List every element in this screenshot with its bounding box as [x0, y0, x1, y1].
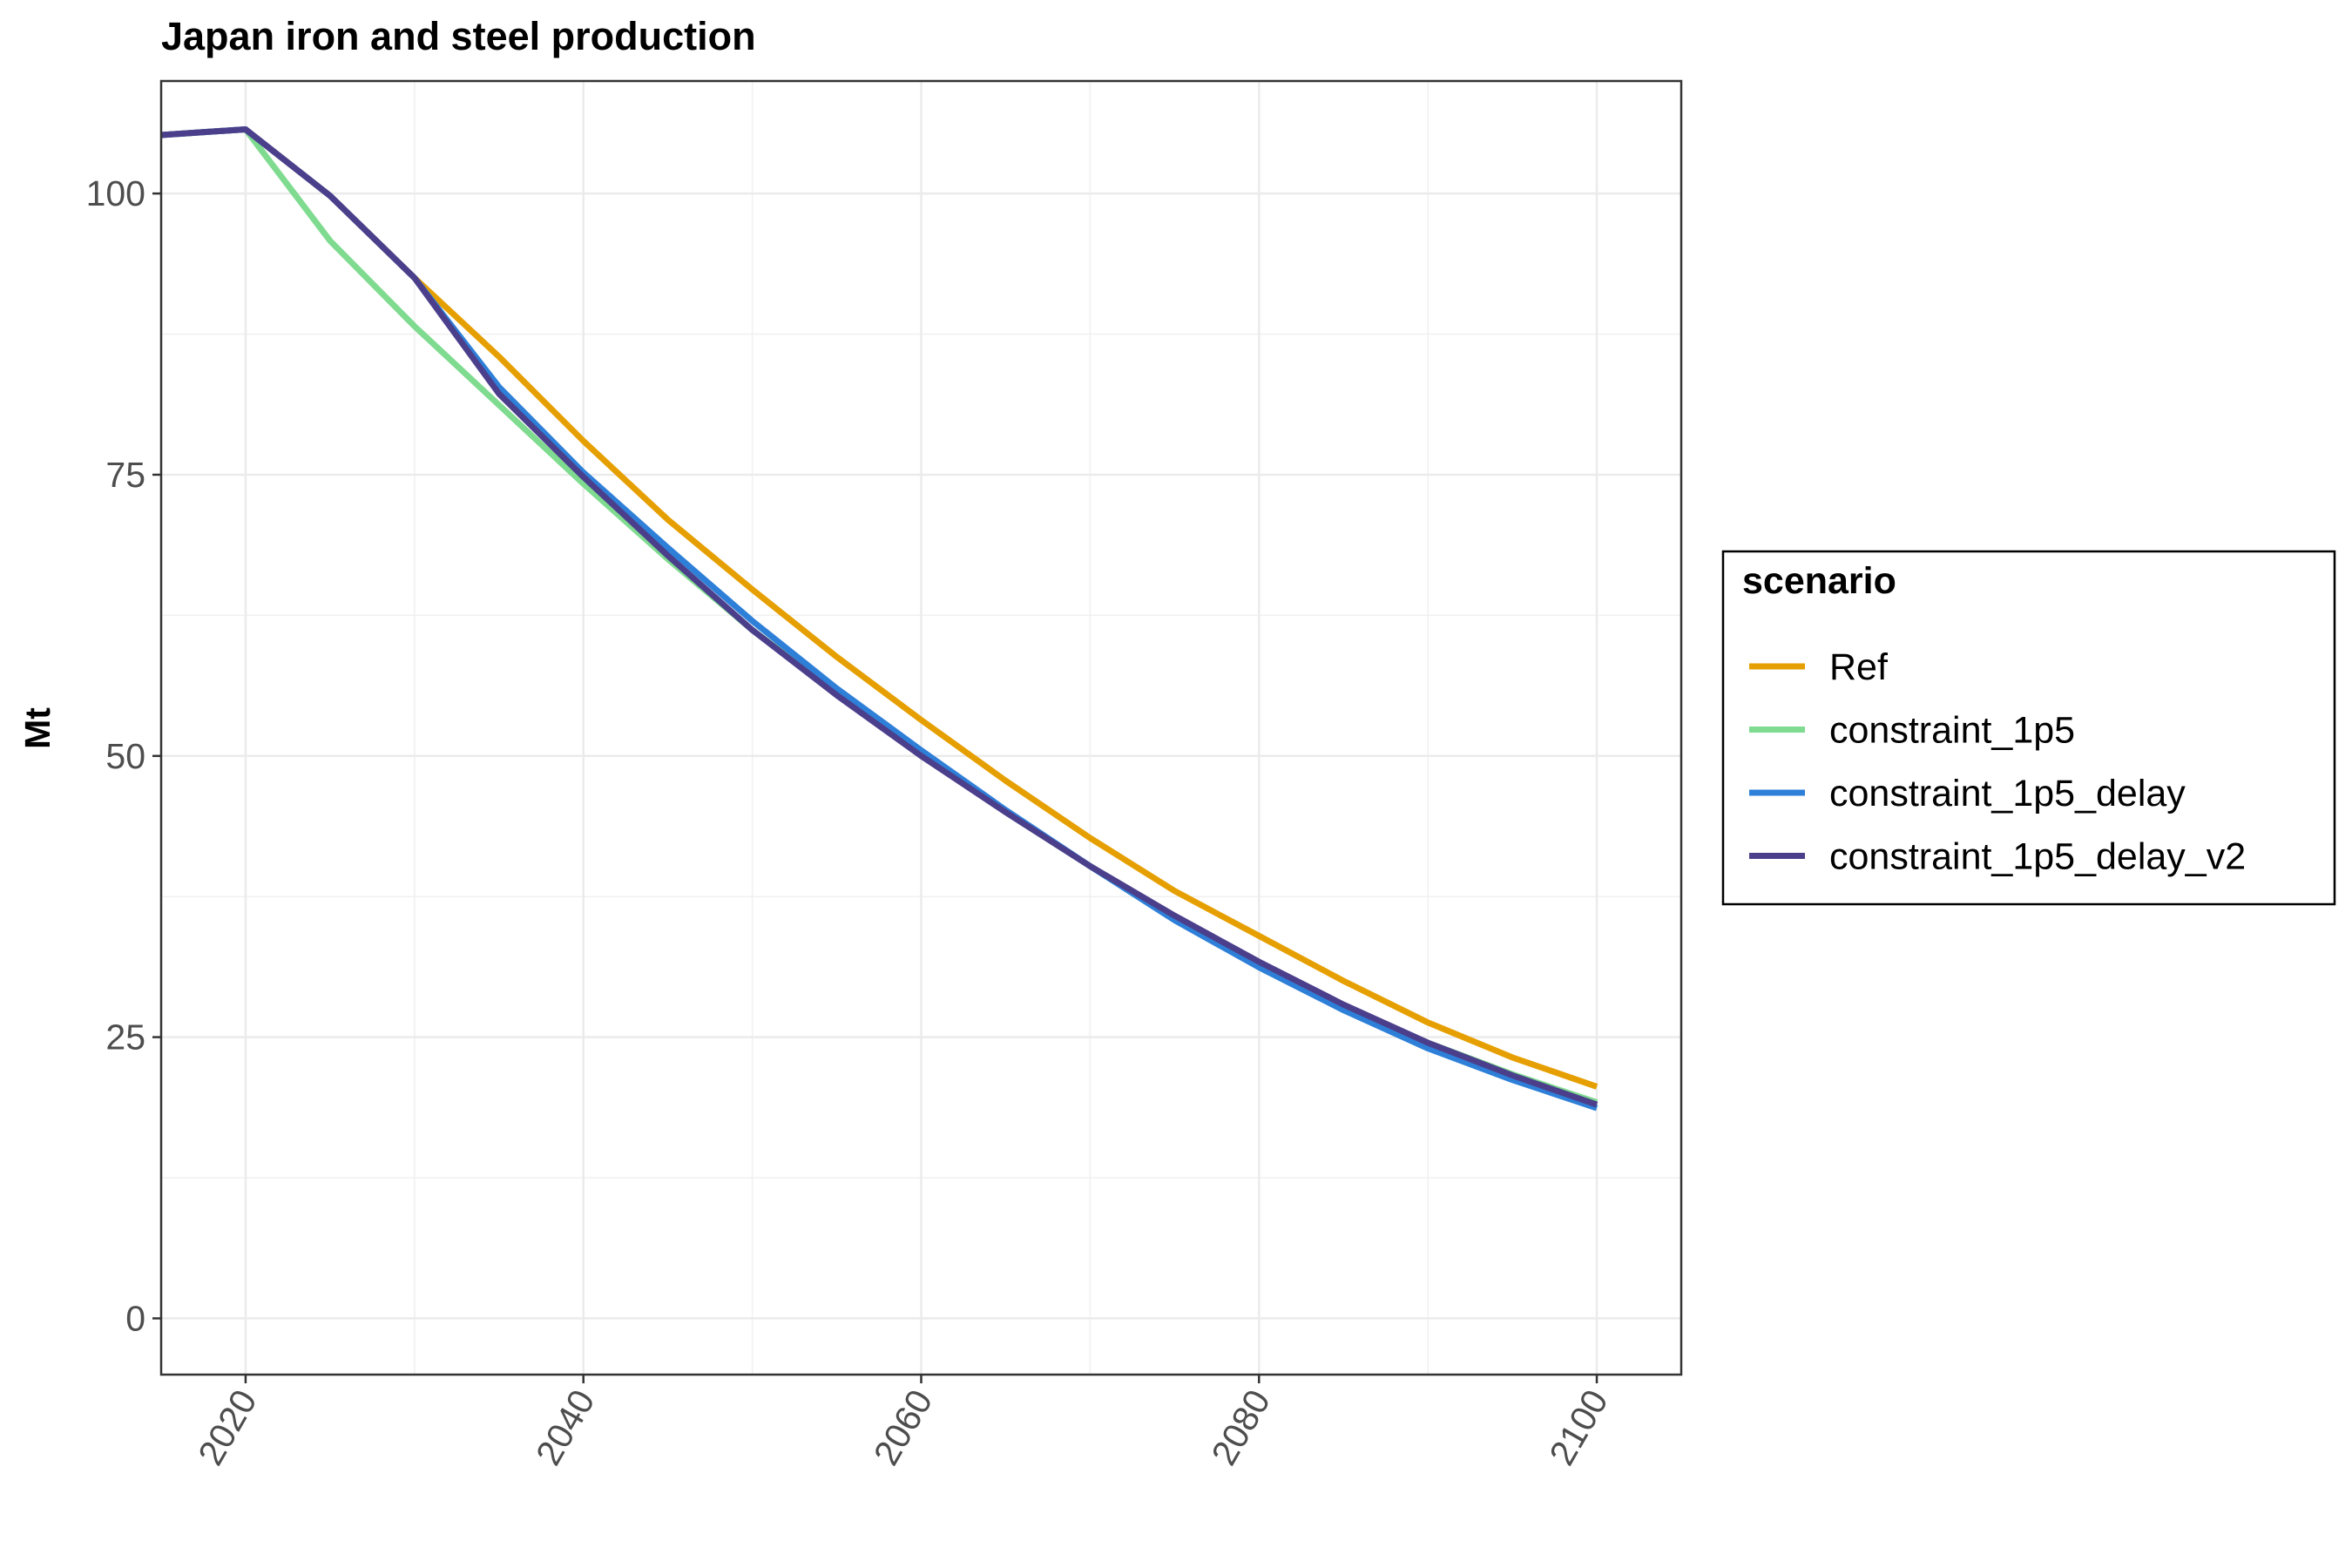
legend-items: Ref constraint_1p5 constraint_1p5_delaycon…: [1749, 646, 2246, 878]
series-line-constraint-1p5-delay-v2: [160, 126, 1598, 1108]
y-tick-label: 25: [105, 1017, 145, 1058]
legend-title: scenario: [1742, 560, 1896, 602]
y-tick-label: 0: [125, 1298, 145, 1338]
legend: scenario Ref constraint_1p5 constraint_1p5…: [1721, 550, 2336, 906]
legend-label: constraint_1p5_delay_v2: [1829, 836, 2246, 878]
plot-panel: [159, 79, 1683, 1376]
legend-label: constraint_1p5: [1829, 710, 2075, 752]
series-lines: [160, 126, 1598, 1112]
y-tick-label: 50: [105, 736, 145, 776]
y-axis: 0 25 50 75 100: [86, 173, 161, 1338]
chart-title: Japan iron and steel production: [161, 14, 756, 58]
y-tick-label: 75: [105, 455, 145, 495]
y-tick-label: 100: [86, 173, 145, 213]
legend-label: constraint_1p5_delay: [1829, 773, 2186, 814]
legend-label: Ref: [1829, 646, 1889, 688]
y-axis-title: Mt: [17, 707, 57, 749]
legend-box: [1721, 550, 2336, 906]
